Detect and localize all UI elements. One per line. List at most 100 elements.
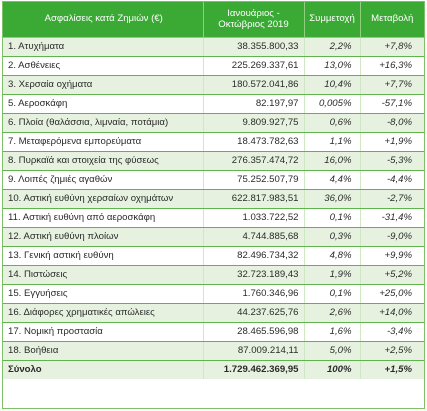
row-category: 1. Ατυχήματα (3, 37, 204, 57)
row-change: +25,0% (360, 284, 424, 304)
header-value-line1: Ιανουάριος - (227, 8, 280, 20)
table-row: 3. Χερσαία οχήματα 180.572.041,86 10,4% … (3, 75, 424, 95)
table-row: 15. Εγγυήσεις 1.760.346,96 0,1% +25,0% (3, 284, 424, 304)
row-share: 2,6% (304, 303, 361, 323)
row-value: 75.252.507,79 (203, 170, 305, 190)
row-share: 0,1% (304, 284, 361, 304)
total-value: 1.729.462.369,95 (203, 360, 305, 379)
row-change: -4,4% (360, 170, 424, 190)
row-share: 2,2% (304, 37, 361, 57)
row-change: -5,3% (360, 151, 424, 171)
header-value: Ιανουάριος - Οκτώβριος 2019 (202, 2, 305, 38)
non-life-insurance-table: Ασφαλίσεις κατά Ζημιών (€) Ιανουάριος - … (3, 2, 424, 379)
row-value: 622.817.983,51 (203, 189, 305, 209)
table-row: 18. Βοήθεια 87.009.214,11 5,0% +2,5% (3, 341, 424, 361)
table-row: 16. Διάφορες χρηματικές απώλειες 44.237.… (3, 303, 424, 323)
row-category: 7. Μεταφερόμενα εμπορεύματα (3, 132, 204, 152)
row-share: 0,3% (304, 227, 361, 247)
row-value: 180.572.041,86 (203, 75, 305, 95)
total-change: +1,5% (384, 363, 412, 375)
row-share: 4,8% (304, 246, 361, 266)
row-share: 16,0% (304, 151, 361, 171)
table-row: 7. Μεταφερόμενα εμπορεύματα 18.473.782,6… (3, 132, 424, 152)
row-category: 10. Αστική ευθύνη χερσαίων οχημάτων (3, 189, 204, 209)
row-category: 18. Βοήθεια (3, 341, 204, 361)
row-change: +2,5% (360, 341, 424, 361)
row-value: 1.760.346,96 (203, 284, 305, 304)
row-share: 1,1% (304, 132, 361, 152)
table-body: 1. Ατυχήματα 38.355.800,33 2,2% +7,8% 2.… (3, 37, 424, 379)
row-category: 3. Χερσαία οχήματα (3, 75, 204, 95)
row-share: 5,0% (304, 341, 361, 361)
row-change: +16,3% (360, 56, 424, 76)
row-share: 36,0% (304, 189, 361, 209)
header-value-line2: Οκτώβριος 2019 (218, 19, 289, 31)
header-change: Μεταβολή (359, 2, 424, 38)
header-row: Ασφαλίσεις κατά Ζημιών (€) Ιανουάριος - … (3, 2, 424, 38)
row-value: 32.723.189,43 (203, 265, 305, 285)
table-row: 5. Αεροσκάφη 82.197,97 0,005% -57,1% (3, 94, 424, 114)
row-change: +14,0% (360, 303, 424, 323)
row-share: 1,6% (304, 322, 361, 342)
table-row: 2. Ασθένειες 225.269.337,61 13,0% +16,3% (3, 56, 424, 76)
total-share: 100% (304, 360, 361, 379)
table-row: 6. Πλοία (θαλάσσια, λιμναία, ποτάμια) 9.… (3, 113, 424, 133)
row-value: 225.269.337,61 (203, 56, 305, 76)
table-row: 10. Αστική ευθύνη χερσαίων οχημάτων 622.… (3, 189, 424, 209)
table-row: 8. Πυρκαϊά και στοιχεία της φύσεως 276.3… (3, 151, 424, 171)
row-change: -9,0% (360, 227, 424, 247)
total-row: Σύνολο 1.729.462.369,95 100% +1,5% (3, 360, 424, 379)
row-change: -57,1% (360, 94, 424, 114)
table-row: 11. Αστική ευθύνη από αεροσκάφη 1.033.72… (3, 208, 424, 228)
row-value: 276.357.474,72 (203, 151, 305, 171)
row-category: 6. Πλοία (θαλάσσια, λιμναία, ποτάμια) (3, 113, 204, 133)
row-change: +1,9% (360, 132, 424, 152)
row-category: 11. Αστική ευθύνη από αεροσκάφη (3, 208, 204, 228)
row-share: 10,4% (304, 75, 361, 95)
row-value: 4.744.885,68 (203, 227, 305, 247)
table-row: 1. Ατυχήματα 38.355.800,33 2,2% +7,8% (3, 37, 424, 57)
table-row: 9. Λοιπές ζημιές αγαθών 75.252.507,79 4,… (3, 170, 424, 190)
row-share: 0,6% (304, 113, 361, 133)
row-category: 17. Νομική προστασία (3, 322, 204, 342)
row-category: 14. Πιστώσεις (3, 265, 204, 285)
row-value: 82.496.734,32 (203, 246, 305, 266)
table-row: 13. Γενική αστική ευθύνη 82.496.734,32 4… (3, 246, 424, 266)
row-value: 44.237.625,76 (203, 303, 305, 323)
row-change: -2,7% (360, 189, 424, 209)
table-row: 12. Αστική ευθύνη πλοίων 4.744.885,68 0,… (3, 227, 424, 247)
row-value: 18.473.782,63 (203, 132, 305, 152)
row-category: 13. Γενική αστική ευθύνη (3, 246, 204, 266)
row-value: 1.033.722,52 (203, 208, 305, 228)
row-change: -8,0% (360, 113, 424, 133)
row-category: 15. Εγγυήσεις (3, 284, 204, 304)
header-category: Ασφαλίσεις κατά Ζημιών (€) (3, 2, 204, 38)
row-category: 8. Πυρκαϊά και στοιχεία της φύσεως (3, 151, 204, 171)
row-share: 0,005% (304, 94, 361, 114)
row-share: 0,1% (304, 208, 361, 228)
row-category: 5. Αεροσκάφη (3, 94, 204, 114)
row-value: 82.197,97 (203, 94, 305, 114)
row-category: 9. Λοιπές ζημιές αγαθών (3, 170, 204, 190)
row-category: 16. Διάφορες χρηματικές απώλειες (3, 303, 204, 323)
table-row: 14. Πιστώσεις 32.723.189,43 1,9% +5,2% (3, 265, 424, 285)
row-share: 1,9% (304, 265, 361, 285)
row-value: 9.809.927,75 (203, 113, 305, 133)
row-change: +7,7% (360, 75, 424, 95)
row-share: 4,4% (304, 170, 361, 190)
row-value: 87.009.214,11 (203, 341, 305, 361)
row-change: +9,9% (360, 246, 424, 266)
row-share: 13,0% (304, 56, 361, 76)
row-value: 28.465.596,98 (203, 322, 305, 342)
row-change: -3,4% (360, 322, 424, 342)
row-change: +5,2% (360, 265, 424, 285)
row-change: +7,8% (360, 37, 424, 57)
header-share: Συμμετοχή (303, 2, 361, 38)
table-header: Ασφαλίσεις κατά Ζημιών (€) Ιανουάριος - … (3, 2, 424, 38)
total-category: Σύνολο (3, 360, 204, 379)
row-value: 38.355.800,33 (203, 37, 305, 57)
row-category: 12. Αστική ευθύνη πλοίων (3, 227, 204, 247)
table-row: 17. Νομική προστασία 28.465.596,98 1,6% … (3, 322, 424, 342)
row-change: -31,4% (360, 208, 424, 228)
